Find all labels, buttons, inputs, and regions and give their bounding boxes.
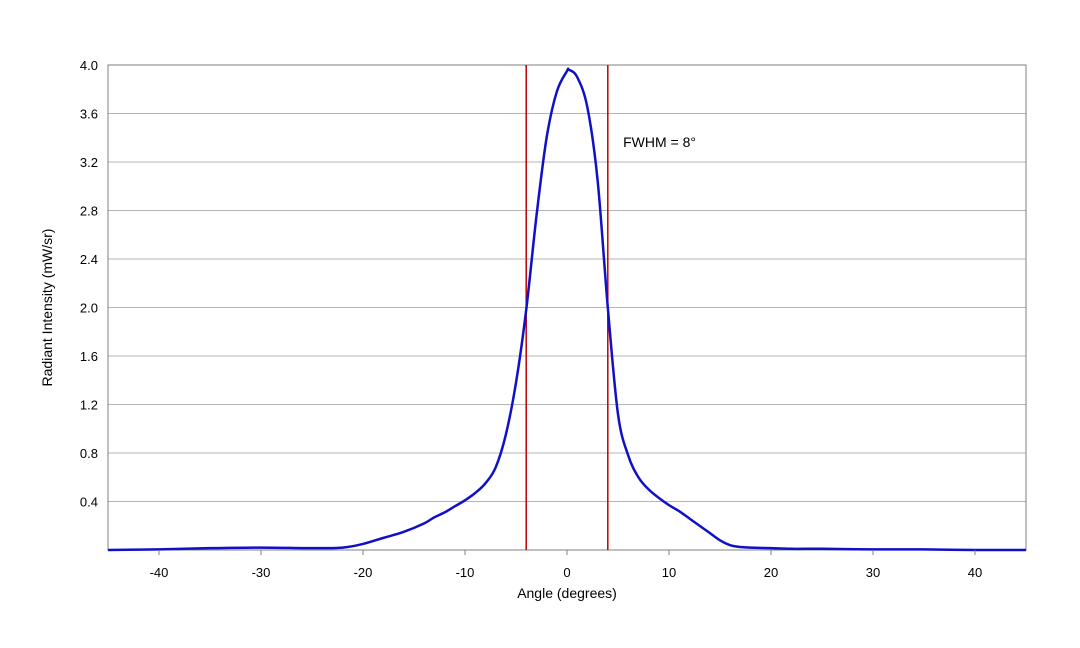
x-axis-label: Angle (degrees) [517,585,617,601]
y-tick-label: 3.6 [80,107,98,122]
y-tick-label: 3.2 [80,155,98,170]
x-tick-label: 0 [563,565,570,580]
x-tick-labels: -40 -30 -20 -10 0 10 20 30 40 [150,550,982,580]
fwhm-annotation: FWHM = 8° [623,134,696,150]
y-tick-label: 1.6 [80,349,98,364]
y-tick-label: 2.0 [80,301,98,316]
y-tick-label: 0.8 [80,446,98,461]
gridlines [108,64,1026,502]
intensity-curve [107,67,1027,552]
y-tick-label: 0.4 [80,495,98,510]
x-tick-label: 20 [764,565,778,580]
x-tick-label: 10 [662,565,676,580]
y-tick-label: 4.0 [80,58,98,73]
x-tick-label: 40 [968,565,982,580]
y-tick-labels: 0.4 0.8 1.2 1.6 2.0 2.4 2.8 3.2 3.6 4.0 [80,58,98,510]
x-tick-label: 30 [866,565,880,580]
x-tick-label: -40 [150,565,169,580]
x-tick-label: -20 [354,565,373,580]
y-tick-label: 1.2 [80,398,98,413]
y-tick-label: 2.4 [80,252,98,267]
x-tick-label: -30 [252,565,271,580]
x-tick-label: -10 [456,565,475,580]
y-axis-label: Radiant Intensity (mW/sr) [39,229,55,387]
y-tick-label: 2.8 [80,204,98,219]
